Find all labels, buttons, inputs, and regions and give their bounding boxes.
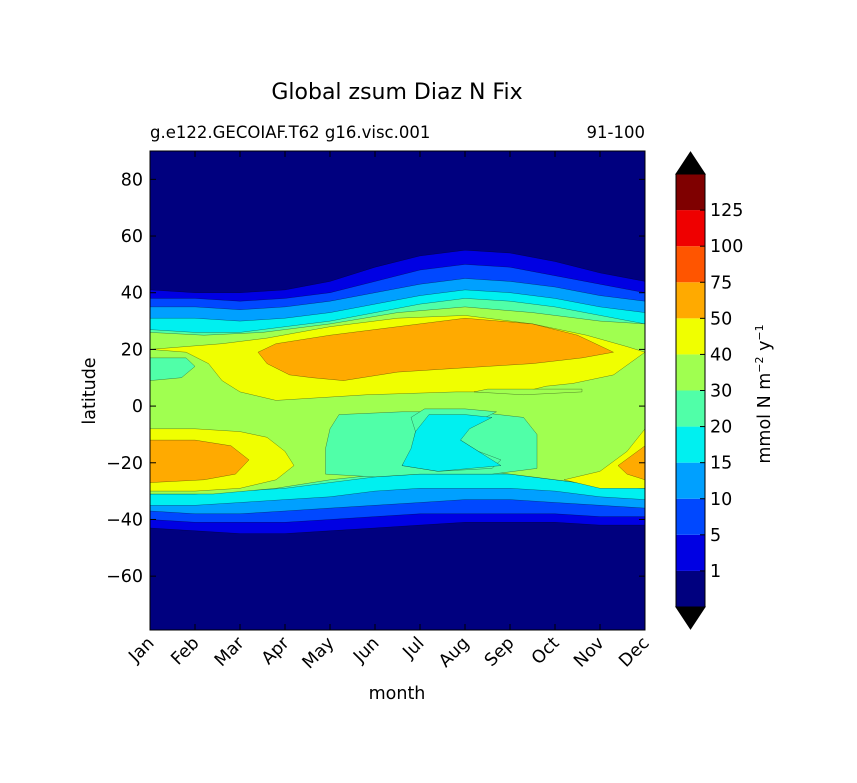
y-tick-label--40: −40 <box>106 510 143 530</box>
x-tick-label-oct: Oct <box>528 633 564 669</box>
x-tick-label-may: May <box>299 633 339 673</box>
y-tick-label-20: 20 <box>121 340 143 360</box>
x-tick-label-nov: Nov <box>570 633 608 671</box>
y-tick-label-40: 40 <box>121 284 143 304</box>
colorbar-tick-label-30: 30 <box>710 382 732 402</box>
colorbar-tick-label-100: 100 <box>710 237 743 257</box>
plot-frame <box>149 150 646 631</box>
contour-region-50-7 <box>150 439 250 483</box>
colorbar-tick-label-15: 15 <box>710 454 732 474</box>
contour-region-15-9 <box>401 414 502 472</box>
colorbar-swatch-75 <box>676 246 705 283</box>
colorbar-swatch-50 <box>676 282 705 319</box>
chart-title: Global zsum Diaz N Fix <box>271 80 522 105</box>
colorbar-swatch-40 <box>676 318 705 355</box>
colorbar-swatch-125 <box>676 174 705 211</box>
y-tick-label-80: 80 <box>121 170 143 190</box>
contour-fills <box>150 151 645 630</box>
contour-region-40-10 <box>563 428 645 489</box>
x-axis-label: month <box>369 684 426 704</box>
colorbar-swatch-15 <box>676 426 705 463</box>
contour-region-30-4 <box>473 388 583 395</box>
colorbar-swatch-0 <box>676 570 705 607</box>
x-tick-label-jul: Jul <box>399 633 429 663</box>
y-tick-label--60: −60 <box>106 567 143 587</box>
x-tick-label-sep: Sep <box>481 633 518 670</box>
x-tick-label-feb: Feb <box>167 633 203 669</box>
y-tick-label-0: 0 <box>132 397 143 417</box>
contour-region-50-11 <box>617 445 645 480</box>
chart-subtitle-left: g.e122.GECOIAF.T62 g16.visc.001 <box>150 123 430 142</box>
contour-region-50-5 <box>257 318 614 381</box>
y-tick-label-60: 60 <box>121 227 143 247</box>
colorbar-tick-label-10: 10 <box>710 490 732 510</box>
colorbar-tick-label-50: 50 <box>710 309 732 329</box>
x-tick-label-mar: Mar <box>211 633 249 671</box>
x-tick-label-jan: Jan <box>125 633 159 667</box>
y-axis: 80 60 40 20 0 −20 −40 −60 <box>106 170 645 587</box>
y-axis-label: latitude <box>80 357 100 424</box>
colorbar-tick-label-125: 125 <box>710 201 743 221</box>
plot-border <box>149 150 646 631</box>
colorbar-swatch-20 <box>676 390 705 427</box>
colorbar-swatch-100 <box>676 210 705 247</box>
colorbar-tick-label-40: 40 <box>710 345 732 365</box>
colorbar-label: mmol N m−2 y−1 <box>753 324 775 463</box>
colorbar-extend-max <box>675 151 706 175</box>
x-tick-label-apr: Apr <box>258 633 294 669</box>
colorbar-tick-label-5: 5 <box>710 526 721 546</box>
contour-region-20-1 <box>150 357 196 381</box>
chart-subtitle-right: 91-100 <box>587 123 645 142</box>
colorbar-extend-min <box>675 606 706 630</box>
colorbar-swatch-10 <box>676 462 705 499</box>
colorbar-tick-label-75: 75 <box>710 273 732 293</box>
y-tick-label--20: −20 <box>106 454 143 474</box>
x-tick-label-dec: Dec <box>615 633 653 671</box>
colorbar-tick-label-20: 20 <box>710 418 732 438</box>
x-tick-label-jun: Jun <box>349 633 383 667</box>
colorbar-tick-label-1: 1 <box>710 562 721 582</box>
x-tick-label-aug: Aug <box>435 633 473 671</box>
colorbar-swatch-1 <box>676 534 705 571</box>
colorbar-swatch-5 <box>676 498 705 535</box>
colorbar-swatch-30 <box>676 354 705 391</box>
